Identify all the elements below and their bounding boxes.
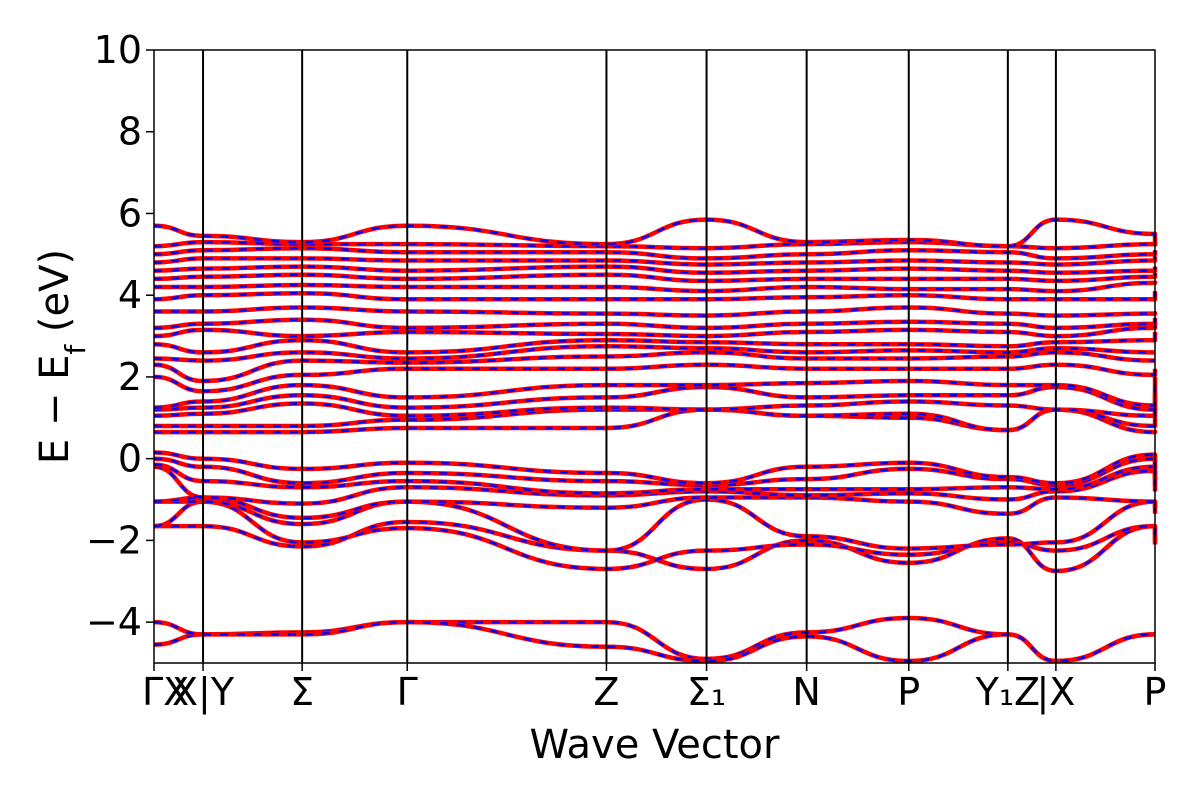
band-line-17-series-1 [153,345,1157,362]
y-tick-label: 6 [118,191,142,235]
x-tick-label: P [1144,670,1167,714]
y-tick-label: 2 [118,355,142,399]
x-tick-label: Z [593,670,619,714]
x-tick-label: ΓX [142,670,189,714]
x-axis-ticks: ΓXX|Y Σ Γ Z Σ₁ N P Y₁Z|X P [142,663,1166,715]
y-tick-label: −4 [86,600,142,644]
band-line-1-series-1 [153,620,1157,663]
y-tick-label: 4 [118,273,142,317]
x-tick-label: Γ [397,670,418,714]
y-tick-label: 10 [94,28,142,72]
plot-frame [153,49,1156,664]
y-axis-label-sub: f [59,344,92,355]
y-axis-ticks: 10 8 6 4 2 0 −2 −4 [86,28,154,644]
y-tick-label: −2 [86,518,142,562]
x-tick-label: X|Y [172,670,235,715]
y-axis-label: E − Ef (eV) [32,249,92,464]
y-axis-label-main: E − E [32,355,78,465]
x-tick-label: Σ [290,670,314,714]
x-axis-label: Wave Vector [530,722,781,768]
x-tick-label: Σ₁ [687,670,726,714]
band-line-16-series-1 [153,351,1157,383]
high-symmetry-lines [202,50,1057,663]
x-tick-label: P [897,670,920,714]
x-tick-label: |X [1036,670,1075,715]
x-tick-label: Y₁Z [975,670,1040,714]
band-line-5-series-1 [153,496,1157,520]
y-tick-label: 8 [118,110,142,154]
y-tick-label: 0 [118,437,142,481]
y-axis-label-unit: (eV) [32,249,78,345]
x-tick-label: N [792,670,820,714]
